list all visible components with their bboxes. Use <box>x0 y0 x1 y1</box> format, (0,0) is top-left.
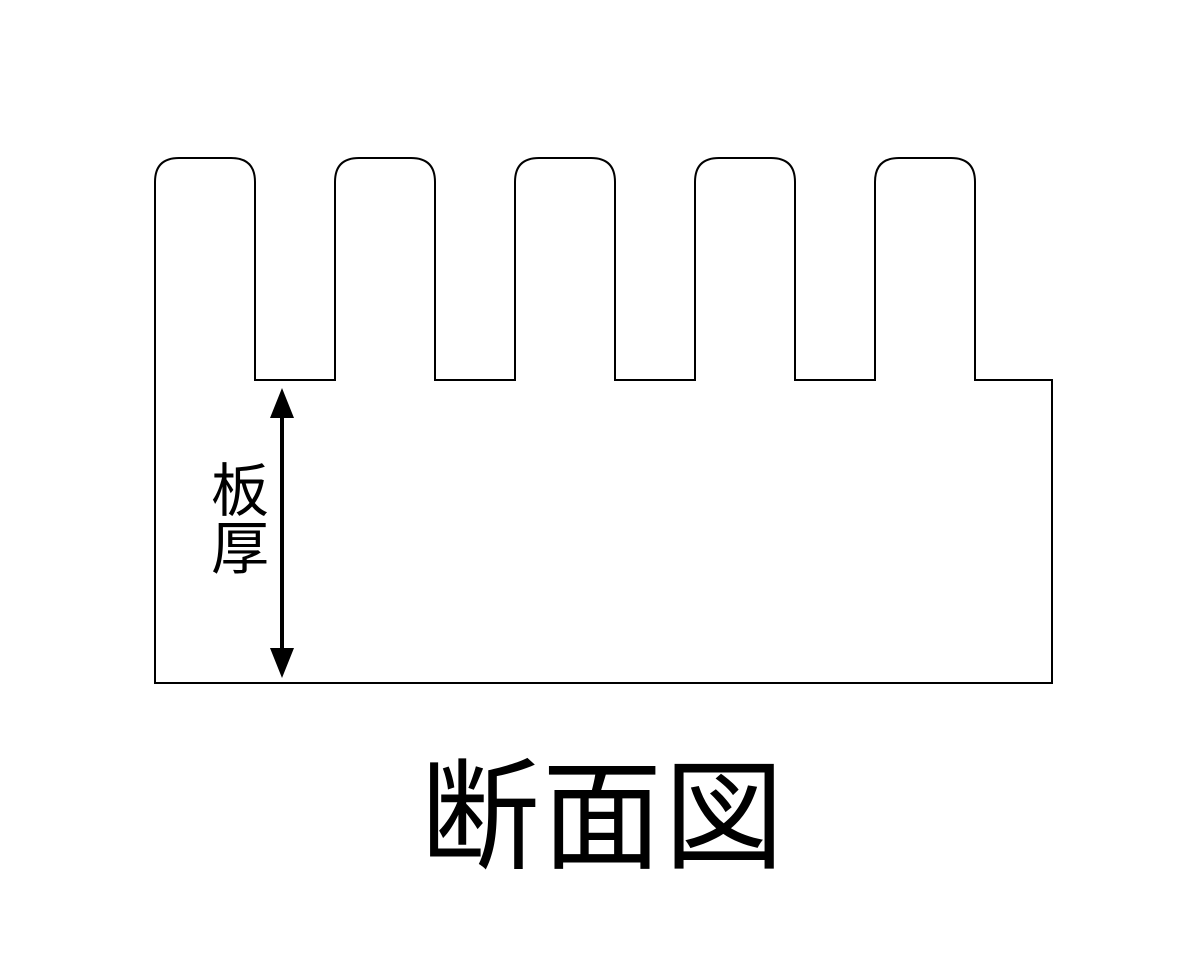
thickness-label: 板厚 <box>192 460 276 576</box>
arrowhead-up-icon <box>270 388 294 418</box>
diagram-canvas: 板厚 断面図 <box>0 0 1200 957</box>
profile-outline <box>155 158 1052 683</box>
profile-path <box>155 158 1052 683</box>
arrowhead-down-icon <box>270 648 294 678</box>
diagram-title: 断面図 <box>420 720 786 894</box>
